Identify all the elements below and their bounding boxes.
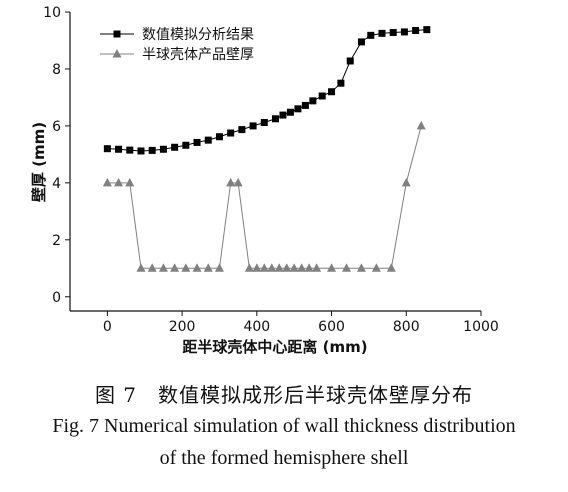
triangle-marker <box>386 263 396 272</box>
square-marker <box>357 38 365 46</box>
triangle-marker <box>102 177 112 187</box>
triangle-marker <box>214 263 224 272</box>
y-tick-label: 6 <box>52 119 61 135</box>
triangle-marker <box>274 263 284 272</box>
triangle-marker <box>401 177 411 187</box>
data-series <box>102 26 431 272</box>
square-marker <box>272 115 279 123</box>
product-series <box>102 120 426 272</box>
caption-english-line-2: of the formed hemisphere shell <box>159 447 409 469</box>
x-tick-label: 400 <box>243 319 270 335</box>
square-marker <box>389 29 397 37</box>
square-marker <box>238 126 246 134</box>
x-tick-label: 0 <box>103 319 112 335</box>
x-tick-label: 200 <box>169 319 196 335</box>
triangle-marker <box>233 177 243 187</box>
legend-label: 数值模拟分析结果 <box>142 27 254 43</box>
legend-square-marker <box>113 30 121 38</box>
y-tick-label: 0 <box>52 290 61 306</box>
triangle-marker <box>203 263 213 272</box>
square-marker <box>378 29 386 37</box>
y-tick-label: 8 <box>52 62 61 78</box>
square-marker <box>400 28 408 36</box>
triangle-marker <box>158 263 168 272</box>
square-marker <box>159 145 167 153</box>
square-marker <box>318 92 326 100</box>
triangle-marker <box>125 177 135 187</box>
x-tick-label: 800 <box>393 319 420 335</box>
triangle-marker <box>341 263 351 272</box>
square-marker <box>171 143 179 151</box>
square-marker <box>412 27 420 35</box>
triangle-marker <box>371 263 381 272</box>
triangle-marker <box>114 177 124 187</box>
figure-caption: 图 7 数值模拟成形后半球壳体壁厚分布 Fig. 7 Numerical sim… <box>0 380 568 474</box>
triangle-marker <box>267 263 277 272</box>
triangle-marker <box>297 263 307 272</box>
square-marker <box>423 26 431 34</box>
triangle-marker <box>170 263 180 272</box>
square-marker <box>260 118 268 126</box>
triangle-marker <box>259 263 269 272</box>
square-marker <box>148 146 156 154</box>
triangle-marker <box>252 263 262 272</box>
triangle-marker <box>327 263 337 272</box>
simulation-series <box>103 26 431 155</box>
triangle-marker <box>289 263 299 272</box>
square-marker <box>227 129 235 137</box>
chart: 0 200 400 600 800 1000 0 2 4 6 8 10 数值模拟分析结果半球壳体产品壁… <box>30 5 499 356</box>
x-axis-label: 距半球壳体中心距离 (mm) <box>182 338 367 356</box>
triangle-marker <box>282 263 292 272</box>
caption-chinese: 图 7 数值模拟成形后半球壳体壁厚分布 <box>94 383 474 407</box>
square-marker <box>328 88 336 96</box>
triangle-marker <box>312 263 322 272</box>
y-tick-label: 2 <box>52 233 61 249</box>
triangle-marker <box>416 120 426 130</box>
square-marker <box>215 133 223 141</box>
x-tick-label: 600 <box>318 319 345 335</box>
triangle-marker <box>304 263 314 272</box>
square-marker <box>286 108 294 116</box>
square-marker <box>103 145 111 153</box>
square-marker <box>249 122 257 130</box>
square-marker <box>182 141 190 149</box>
square-marker <box>137 147 145 155</box>
square-marker <box>309 97 317 105</box>
square-marker <box>367 31 375 39</box>
square-marker <box>337 79 345 87</box>
square-marker <box>204 136 212 144</box>
square-marker <box>115 145 123 153</box>
legend-triangle-marker <box>112 49 122 58</box>
square-marker <box>294 105 302 113</box>
caption-english-line-1: Fig. 7 Numerical simulation of wall thic… <box>52 415 516 437</box>
square-marker <box>346 57 354 65</box>
y-axis-label: 壁厚 (mm) <box>30 122 48 202</box>
plot-frame <box>69 12 481 312</box>
triangle-marker <box>181 263 191 272</box>
triangle-marker <box>192 263 202 272</box>
y-tick-label: 4 <box>52 176 61 192</box>
legend-label: 半球壳体产品壁厚 <box>142 46 254 63</box>
triangle-marker <box>226 177 236 187</box>
triangle-marker <box>356 263 366 272</box>
square-marker <box>279 111 287 119</box>
triangle-marker <box>147 263 157 272</box>
triangle-marker <box>136 263 146 272</box>
y-tick-label: 10 <box>43 5 61 21</box>
square-marker <box>301 101 309 109</box>
triangle-marker <box>244 263 254 272</box>
axis-ticks: 0 200 400 600 800 1000 0 2 4 6 8 10 <box>43 5 499 335</box>
x-tick-label: 1000 <box>463 319 499 335</box>
square-marker <box>126 146 134 154</box>
square-marker <box>193 138 201 146</box>
